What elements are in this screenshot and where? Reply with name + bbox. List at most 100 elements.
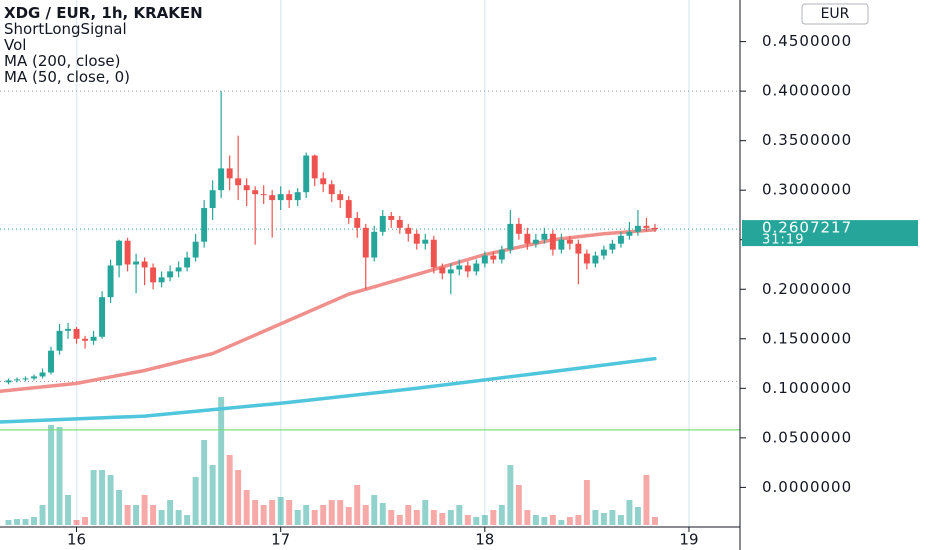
- volume-bar: [575, 515, 582, 525]
- last-price-box: [742, 220, 918, 247]
- volume-bar: [150, 505, 157, 525]
- candle-body: [226, 168, 233, 179]
- candle-body: [371, 231, 378, 258]
- candle-body: [490, 255, 497, 260]
- volume-bar: [243, 490, 250, 525]
- candle-body: [167, 271, 174, 278]
- candle-body: [337, 194, 344, 201]
- currency-label[interactable]: EUR: [821, 6, 850, 22]
- candle-body: [634, 225, 641, 232]
- volume-bar: [260, 505, 267, 525]
- volume-bar: [507, 465, 514, 525]
- candle-body: [396, 219, 403, 228]
- candle-body: [320, 178, 327, 185]
- volume-bar: [192, 477, 199, 525]
- volume-bar: [600, 513, 607, 525]
- volume-bar: [226, 455, 233, 525]
- volume-bar: [133, 505, 140, 525]
- volume-bar: [413, 510, 420, 525]
- currency-button[interactable]: EUR: [801, 3, 869, 25]
- volume-bar: [82, 517, 89, 525]
- volume-bar: [609, 510, 616, 525]
- candle-body: [507, 223, 514, 250]
- x-tick-label: 19: [679, 531, 698, 549]
- candle-body: [609, 243, 616, 250]
- y-tick-label: 0.0500000: [762, 428, 852, 446]
- volume-bar: [99, 470, 106, 525]
- candle-body: [99, 297, 106, 337]
- candle-body: [617, 235, 624, 244]
- volume-bar: [201, 440, 208, 525]
- y-tick-label: 0.4500000: [762, 32, 852, 50]
- volume-bar: [39, 505, 46, 525]
- volume-bar: [634, 507, 641, 525]
- candle-body: [651, 227, 658, 230]
- candle-body: [201, 208, 208, 242]
- volume-bar: [566, 517, 573, 525]
- candle-body: [303, 155, 310, 193]
- volume-bar: [549, 515, 556, 525]
- candle-body: [277, 194, 284, 201]
- volume-bar: [48, 425, 55, 525]
- candle-body: [626, 231, 633, 236]
- candle-body: [362, 227, 369, 258]
- candle-body: [252, 190, 259, 195]
- volume-bar: [277, 497, 284, 525]
- volume-bar: [167, 500, 174, 525]
- candle-body: [345, 200, 352, 218]
- y-tick-label: 0.3000000: [762, 181, 852, 199]
- candle-body: [456, 265, 463, 270]
- volume-bar: [14, 519, 20, 525]
- candle-body: [286, 194, 293, 201]
- candle-body: [184, 257, 191, 268]
- volume-bar: [583, 480, 590, 525]
- volume-bar: [337, 500, 344, 525]
- candle-body: [592, 255, 599, 264]
- volume-bar: [388, 510, 395, 525]
- volume-bar: [481, 515, 488, 525]
- y-tick-label: 0.4000000: [762, 82, 852, 100]
- candle-body: [379, 215, 386, 232]
- volume-bar: [124, 505, 131, 525]
- volume-bar: [643, 475, 650, 525]
- candle-body: [583, 253, 590, 264]
- currency-button-box[interactable]: [801, 3, 869, 25]
- y-tick-label: 0.1000000: [762, 379, 852, 397]
- volume-bar: [617, 515, 624, 525]
- candle-body: [82, 338, 89, 341]
- volume-bar: [235, 470, 242, 525]
- candle-body: [116, 240, 123, 266]
- volume-layer: [5, 397, 658, 525]
- x-tick-label: 17: [271, 531, 290, 549]
- candle-body: [524, 233, 531, 244]
- candle-body: [464, 265, 471, 272]
- volume-bar: [286, 500, 293, 525]
- volume-bar: [303, 505, 310, 525]
- candle-body: [175, 267, 182, 272]
- volume-bar: [345, 507, 352, 525]
- candle-body: [48, 350, 55, 373]
- volume-bar: [22, 519, 29, 525]
- volume-bar: [158, 510, 165, 525]
- volume-bar: [439, 513, 446, 525]
- candle-layer: [5, 91, 658, 385]
- candle-body: [575, 243, 582, 254]
- volume-bar: [626, 500, 633, 525]
- candle-body: [90, 336, 97, 341]
- candle-body: [218, 168, 225, 191]
- volume-bar: [252, 500, 259, 525]
- candle-body: [65, 328, 72, 331]
- volume-bar: [73, 520, 80, 525]
- candle-body: [447, 269, 454, 274]
- candle-body: [133, 261, 140, 265]
- candle-body: [405, 227, 412, 234]
- candle-body: [150, 267, 157, 283]
- candle-body: [31, 376, 37, 379]
- volume-bar: [362, 505, 369, 525]
- volume-bar: [405, 505, 412, 525]
- volume-bar: [524, 510, 531, 525]
- volume-bar: [371, 495, 378, 525]
- candle-body: [328, 184, 335, 195]
- candle-body: [5, 380, 12, 383]
- volume-bar: [498, 505, 505, 525]
